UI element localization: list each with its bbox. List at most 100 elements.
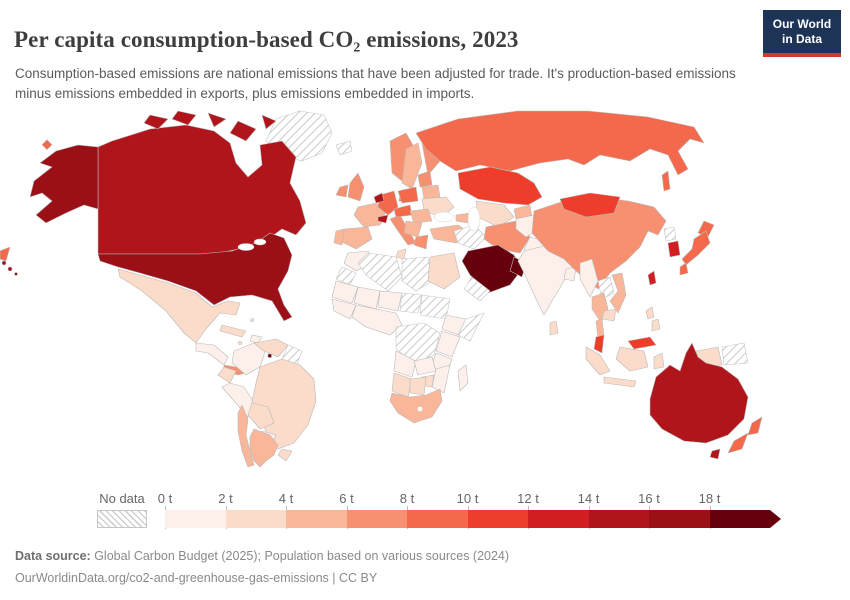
legend-no-data-swatch[interactable] [97,510,147,528]
country-romania[interactable] [409,208,433,224]
country-switzerland[interactable] [377,214,389,224]
country-baltics[interactable] [417,170,433,188]
country-greece[interactable] [413,234,429,250]
country-alaska[interactable] [29,144,99,224]
country-indonesia-java[interactable] [603,376,637,388]
legend-bin-9[interactable] [709,510,770,528]
country-sweden[interactable] [401,142,423,190]
country-new-zealand-north[interactable] [747,416,763,436]
country-canada-arctic-3[interactable] [207,112,227,128]
black-sea [433,211,455,223]
legend-bin-2[interactable] [286,510,347,528]
country-myanmar[interactable] [579,258,599,298]
legend-tick-label: 10 t [456,491,479,506]
country-malaysia-peninsula[interactable] [593,334,605,354]
country-belarus[interactable] [421,184,441,200]
country-indonesia-kalimantan[interactable] [615,346,649,372]
country-japan-honshu[interactable] [681,230,711,266]
country-trinidad[interactable] [267,353,272,358]
owid-logo[interactable]: Our World in Data [763,10,841,57]
country-madagascar[interactable] [457,364,469,392]
country-tunisia[interactable] [395,248,407,260]
country-malaysia-borneo[interactable] [627,336,657,350]
country-united-states[interactable] [97,232,293,322]
country-portugal[interactable] [333,228,345,246]
legend-bin-3[interactable] [346,510,407,528]
country-poland[interactable] [397,186,419,204]
legend-bin-1[interactable] [225,510,286,528]
country-north-korea[interactable] [663,226,677,242]
country-spain[interactable] [339,226,373,250]
country-vietnam[interactable] [609,272,627,314]
legend-bin-0[interactable] [165,510,226,528]
country-indonesia-sumatra[interactable] [585,346,611,376]
country-cambodia[interactable] [601,308,617,322]
country-west-africa-east[interactable] [351,304,403,336]
country-japan-kyushu[interactable] [679,262,689,276]
country-hawaii-1[interactable] [1,260,7,266]
country-cuba[interactable] [219,324,247,338]
legend-bin-5[interactable] [467,510,528,528]
country-hawaii-2[interactable] [7,266,13,272]
country-mozambique[interactable] [431,364,451,394]
legend-bin-7[interactable] [588,510,649,528]
legend-bin-6[interactable] [528,510,589,528]
country-mexico[interactable] [117,268,241,344]
country-taiwan[interactable] [647,270,657,286]
country-algeria[interactable] [357,252,403,292]
country-jamaica[interactable] [238,341,242,345]
country-russia[interactable] [415,110,705,176]
country-chad[interactable] [399,292,423,314]
country-bolivia[interactable] [247,402,275,430]
country-canada-arctic-1[interactable] [143,114,169,130]
country-papua-new-guinea[interactable] [721,342,749,366]
country-benelux[interactable] [373,192,385,204]
country-libya[interactable] [401,256,433,292]
country-chile[interactable] [237,404,255,468]
country-australia[interactable] [649,342,749,444]
country-south-korea[interactable] [667,240,681,258]
country-canada-arctic-2[interactable] [171,110,197,126]
country-china[interactable] [531,196,667,290]
legend-tick-label: 14 t [577,491,600,506]
country-iceland[interactable] [335,140,353,156]
country-hawaii-3[interactable] [14,272,18,276]
country-niger[interactable] [377,290,403,312]
country-peru[interactable] [221,382,257,418]
country-sri-lanka[interactable] [549,320,559,336]
country-central-america[interactable] [195,342,229,366]
country-canada-arctic-4[interactable] [261,114,277,130]
country-mongolia[interactable] [559,192,621,218]
country-uruguay[interactable] [277,448,293,462]
country-caucasus[interactable] [455,212,471,224]
country-bahamas[interactable] [249,317,255,323]
country-egypt[interactable] [427,252,461,290]
country-united-kingdom[interactable] [347,172,365,202]
country-kenya[interactable] [435,330,461,358]
country-new-zealand-south[interactable] [727,432,749,454]
country-philippines-1[interactable] [645,306,655,320]
country-russia-wrap[interactable] [0,246,11,262]
legend-bin-8[interactable] [649,510,710,528]
country-russia-bering-island[interactable] [41,139,53,150]
country-philippines-2[interactable] [651,318,661,332]
legend-bin-4[interactable] [407,510,468,528]
country-angola[interactable] [393,350,417,378]
country-argentina[interactable] [249,428,279,468]
country-west-africa-west[interactable] [331,298,357,320]
country-indonesia-sulawesi[interactable] [653,352,665,370]
country-sudan[interactable] [419,294,451,320]
country-botswana[interactable] [409,376,427,396]
country-canada-baffin[interactable] [229,120,257,142]
country-somalia[interactable] [457,312,485,342]
country-south-africa[interactable] [389,388,443,424]
country-venezuela[interactable] [253,338,289,358]
country-tasmania[interactable] [709,448,721,460]
country-ireland[interactable] [335,184,349,198]
country-dr-congo[interactable] [395,322,441,364]
country-mauritania[interactable] [331,280,359,304]
country-kazakhstan[interactable] [457,166,543,206]
country-russia-sakhalin[interactable] [661,170,671,192]
country-brazil[interactable] [251,358,317,450]
country-yemen[interactable] [463,276,491,302]
